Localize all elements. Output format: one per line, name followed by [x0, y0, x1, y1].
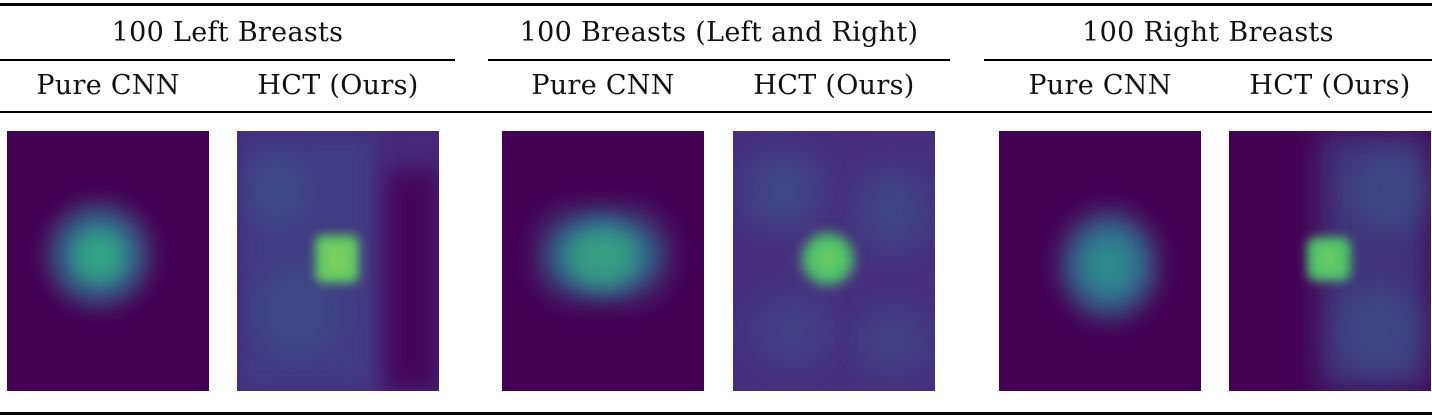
- column-label-g3-hct: HCT (Ours): [1249, 70, 1411, 101]
- table-bottom-rule: [0, 412, 1432, 415]
- header-mid-rule: [0, 111, 1432, 113]
- heatmap-right-pure-cnn: [999, 131, 1201, 391]
- heatmap-both-hct: [733, 131, 935, 391]
- column-label-g2-pure-cnn: Pure CNN: [531, 70, 675, 101]
- heatmap-both-pure-cnn: [502, 131, 704, 391]
- group-title-left-breasts: 100 Left Breasts: [111, 17, 344, 48]
- column-label-g1-pure-cnn: Pure CNN: [36, 70, 180, 101]
- group-1-cmidrule: [0, 59, 455, 61]
- group-2-cmidrule: [488, 59, 950, 61]
- column-label-g3-pure-cnn: Pure CNN: [1028, 70, 1172, 101]
- group-title-left-and-right: 100 Breasts (Left and Right): [519, 17, 919, 48]
- group-3-cmidrule: [984, 59, 1432, 61]
- group-title-right-breasts: 100 Right Breasts: [1082, 17, 1334, 48]
- column-label-g1-hct: HCT (Ours): [257, 70, 419, 101]
- heatmap-left-pure-cnn: [7, 131, 209, 391]
- column-label-g2-hct: HCT (Ours): [753, 70, 915, 101]
- heatmap-left-hct: [237, 131, 439, 391]
- table-top-rule: [0, 3, 1432, 6]
- heatmap-right-hct: [1229, 131, 1431, 391]
